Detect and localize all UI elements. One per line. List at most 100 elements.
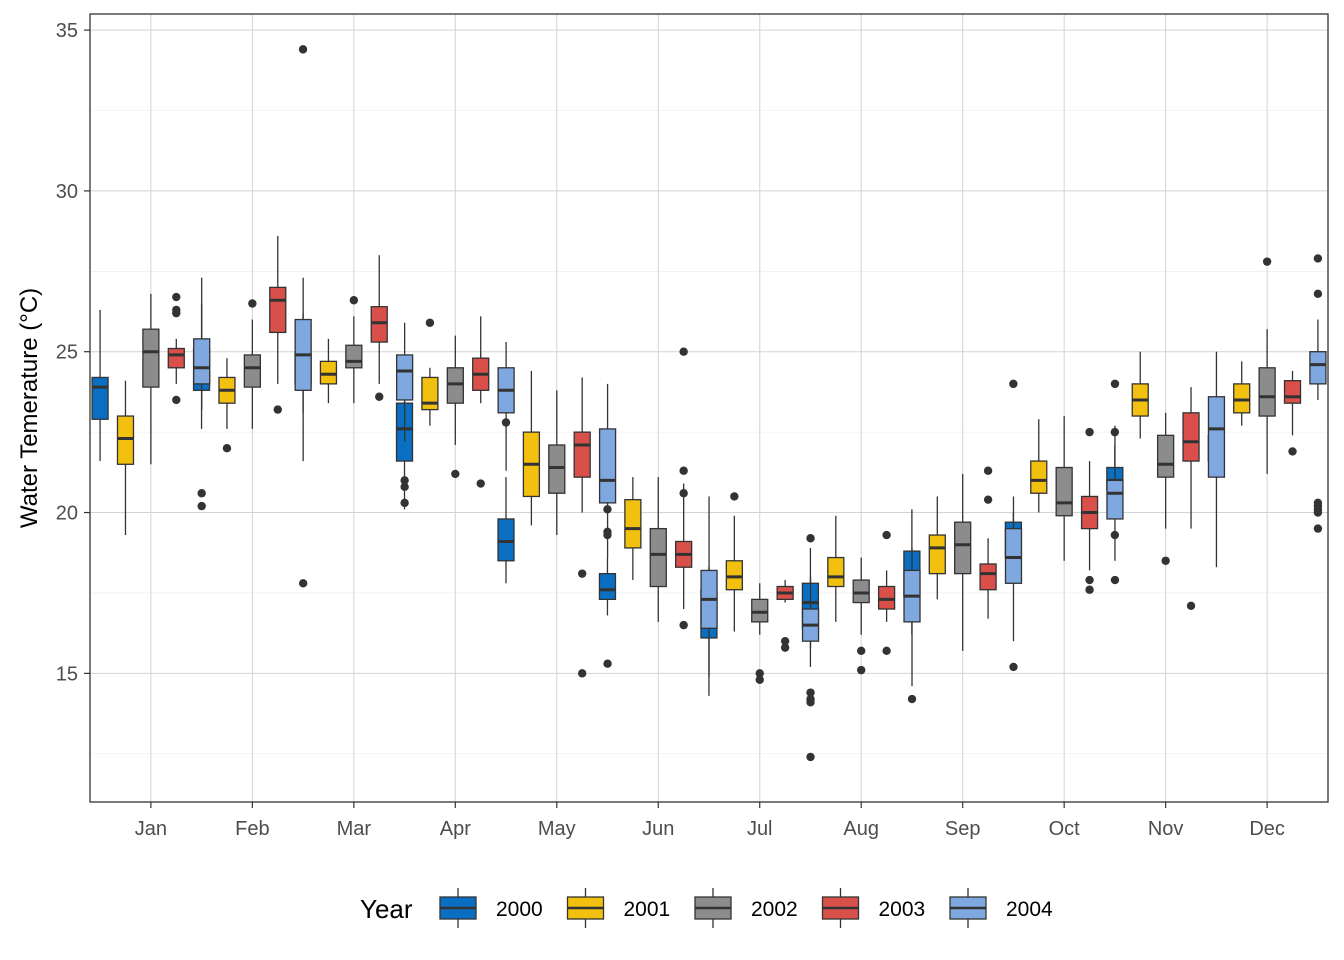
outlier-point	[1085, 427, 1094, 437]
outlier-point	[1110, 379, 1120, 389]
outlier-point	[1313, 289, 1323, 299]
outlier-point	[1110, 575, 1120, 585]
box-iqr	[877, 585, 896, 610]
box-iqr	[751, 598, 769, 623]
box-2003-Jan	[167, 292, 185, 405]
outlier-point	[349, 296, 359, 305]
outlier-point	[298, 45, 308, 54]
legend-item-2003: 2003	[821, 888, 926, 928]
outlier-point	[172, 292, 181, 302]
x-tick-label: Feb	[235, 818, 269, 840]
outlier-point	[273, 405, 282, 414]
outlier-point	[172, 395, 181, 405]
outlier-point	[1313, 508, 1323, 517]
box-iqr	[1233, 383, 1251, 414]
box-iqr	[116, 415, 135, 465]
x-tick-label: Apr	[440, 818, 471, 840]
box-iqr	[954, 521, 972, 575]
box-2002-Aug	[852, 557, 870, 675]
outlier-point	[400, 482, 409, 491]
outlier-point	[983, 466, 993, 475]
box-iqr	[269, 286, 287, 334]
box-2003-Jul	[776, 580, 794, 652]
box-2002-Oct	[1055, 416, 1073, 561]
outlier-point	[806, 752, 815, 762]
box-2001-Jan	[116, 380, 135, 536]
outlier-point	[882, 530, 891, 540]
x-tick-label: Nov	[1148, 818, 1184, 840]
x-tick-label: Jul	[747, 818, 773, 840]
box-iqr	[827, 556, 845, 588]
x-tick-label: Aug	[843, 818, 879, 840]
legend-label: 2001	[624, 898, 671, 921]
box-iqr	[1030, 460, 1048, 494]
outlier-point	[857, 646, 866, 656]
outlier-point	[1288, 447, 1297, 456]
legend-item-2002: 2002	[694, 888, 798, 928]
box-2001-Dec	[1233, 361, 1251, 426]
outlier-point	[806, 534, 815, 543]
box-2002-Jul	[751, 583, 769, 684]
box-2001-Nov	[1131, 351, 1149, 439]
x-tick-label: May	[538, 818, 576, 840]
box-iqr	[725, 560, 743, 591]
legend-label: 2003	[879, 898, 926, 921]
legend-item-2000: 2000	[439, 888, 543, 928]
box-iqr	[1055, 466, 1073, 517]
x-tick-label: Jan	[135, 818, 167, 840]
outlier-point	[172, 308, 181, 318]
outlier-point	[857, 665, 866, 675]
outlier-point	[806, 698, 815, 707]
outlier-point	[983, 495, 993, 504]
series-2004	[193, 254, 1327, 762]
outlier-point	[197, 489, 206, 498]
outlier-point	[882, 646, 891, 656]
outlier-point	[375, 392, 384, 401]
outlier-point	[1186, 601, 1196, 611]
box-2003-Feb	[269, 235, 287, 414]
box-iqr	[979, 563, 997, 591]
box-2001-Mar	[319, 338, 338, 404]
series-2001	[116, 318, 1251, 632]
box-iqr	[928, 534, 946, 575]
y-tick-label: 35	[56, 20, 78, 42]
legend-title: Year	[360, 894, 413, 924]
box-2002-Dec	[1258, 257, 1276, 474]
legend-label: 2004	[1006, 898, 1053, 921]
box-2001-Jun	[624, 477, 642, 581]
outlier-point	[1313, 524, 1323, 533]
box-2004-Dec	[1309, 254, 1327, 533]
outlier-point	[780, 636, 790, 646]
box-iqr	[243, 354, 262, 388]
box-iqr	[573, 431, 591, 478]
outlier-point	[1262, 257, 1272, 266]
box-2002-Mar	[345, 296, 363, 404]
outlier-point	[679, 489, 688, 498]
box-iqr	[649, 527, 667, 588]
y-axis-title: Water Temerature (°C)	[16, 288, 43, 528]
outlier-point	[679, 347, 688, 356]
y-tick-label: 25	[56, 342, 78, 364]
box-2003-Jun	[675, 347, 693, 630]
legend-item-2001: 2001	[566, 888, 671, 928]
box-2003-Sep	[979, 466, 997, 619]
box-2001-Oct	[1030, 419, 1048, 513]
box-iqr	[193, 338, 211, 385]
series-2002	[142, 257, 1276, 684]
box-iqr	[1182, 412, 1200, 462]
box-2001-Aug	[827, 515, 845, 622]
box-2002-Nov	[1156, 412, 1175, 565]
x-tick-label: Jun	[642, 818, 674, 840]
box-2002-May	[548, 390, 566, 536]
box-iqr	[1106, 479, 1124, 520]
box-2004-Feb	[294, 277, 312, 588]
legend-item-2004: 2004	[949, 888, 1053, 928]
y-tick-label: 30	[56, 181, 78, 203]
box-2001-Feb	[218, 358, 236, 453]
box-2004-Oct	[1106, 379, 1124, 585]
outlier-point	[222, 444, 232, 453]
box-iqr	[142, 328, 160, 388]
outlier-point	[1085, 575, 1094, 585]
box-iqr	[1283, 380, 1302, 404]
box-2004-Mar	[395, 322, 414, 508]
